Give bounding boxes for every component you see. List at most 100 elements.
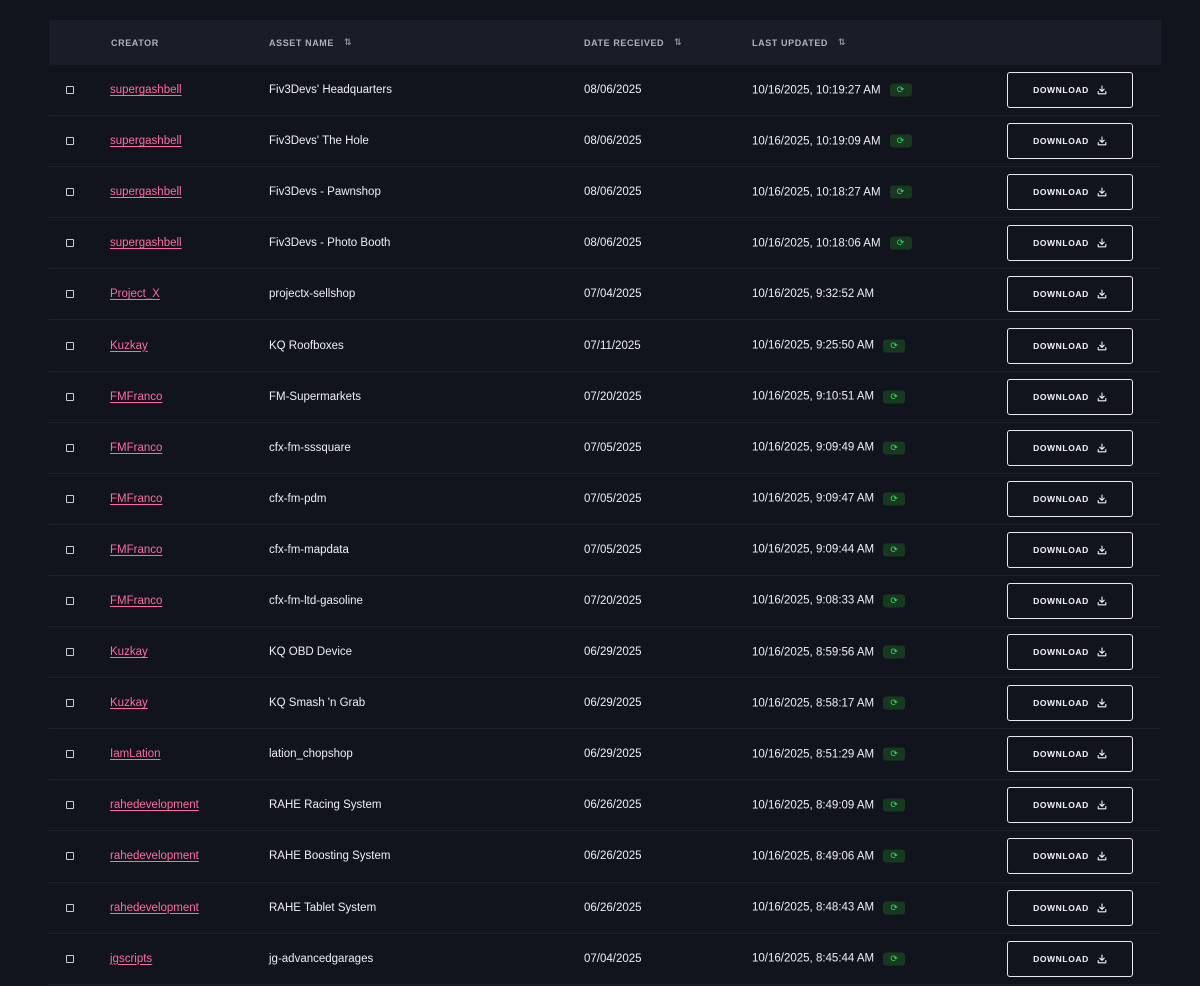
download-icon <box>1097 136 1107 146</box>
download-label: DOWNLOAD <box>1033 800 1089 811</box>
row-checkbox[interactable] <box>66 188 74 197</box>
download-button[interactable]: DOWNLOAD <box>1007 889 1133 926</box>
date-received: 07/11/2025 <box>584 339 641 352</box>
last-updated-text: 10/16/2025, 9:09:49 AM <box>752 441 875 454</box>
download-button[interactable]: DOWNLOAD <box>1007 123 1133 160</box>
download-button[interactable]: DOWNLOAD <box>1007 480 1133 517</box>
creator-link[interactable]: Kuzkay <box>110 697 148 710</box>
creator-link[interactable]: rahedevelopment <box>110 850 199 863</box>
row-checkbox[interactable] <box>66 392 74 401</box>
download-button[interactable]: DOWNLOAD <box>1007 531 1133 568</box>
download-label: DOWNLOAD <box>1033 442 1089 453</box>
table-row: Kuzkay KQ Roofboxes 07/11/2025 10/16/202… <box>49 320 1161 372</box>
row-checkbox[interactable] <box>66 852 74 861</box>
last-updated-text: 10/16/2025, 8:51:29 AM <box>752 748 875 761</box>
date-received: 06/29/2025 <box>584 646 642 659</box>
row-checkbox[interactable] <box>66 494 74 503</box>
download-button[interactable]: DOWNLOAD <box>1007 787 1133 824</box>
download-button[interactable]: DOWNLOAD <box>1007 940 1133 977</box>
date-received: 07/04/2025 <box>584 952 642 965</box>
download-button[interactable]: DOWNLOAD <box>1007 736 1133 773</box>
last-updated-text: 10/16/2025, 8:49:06 AM <box>752 850 875 863</box>
last-updated-text: 10/16/2025, 10:18:27 AM <box>752 186 881 199</box>
date-received: 08/06/2025 <box>584 135 642 148</box>
download-button[interactable]: DOWNLOAD <box>1007 378 1133 415</box>
creator-link[interactable]: FMFranco <box>110 594 163 607</box>
date-received: 07/05/2025 <box>584 492 642 505</box>
row-checkbox[interactable] <box>66 545 74 554</box>
refresh-icon: ⟳ <box>883 594 906 608</box>
asset-name: jg-advancedgarages <box>269 952 374 965</box>
row-checkbox[interactable] <box>66 903 74 912</box>
download-icon <box>1097 85 1107 95</box>
creator-link[interactable]: FMFranco <box>110 543 163 556</box>
row-checkbox[interactable] <box>66 290 74 299</box>
sort-icon[interactable]: ⇅ <box>674 37 681 47</box>
download-button[interactable]: DOWNLOAD <box>1007 582 1133 619</box>
download-button[interactable]: DOWNLOAD <box>1007 174 1133 211</box>
download-label: DOWNLOAD <box>1033 953 1089 964</box>
row-checkbox[interactable] <box>66 954 74 963</box>
last-updated-text: 10/16/2025, 9:10:51 AM <box>752 390 875 403</box>
download-button[interactable]: DOWNLOAD <box>1007 429 1133 466</box>
row-checkbox[interactable] <box>66 341 74 350</box>
row-checkbox[interactable] <box>66 86 74 95</box>
row-checkbox[interactable] <box>66 699 74 708</box>
download-icon <box>1097 238 1107 248</box>
creator-link[interactable]: FMFranco <box>110 441 163 454</box>
row-checkbox[interactable] <box>66 750 74 759</box>
download-icon <box>1097 902 1107 912</box>
last-updated: 10/16/2025, 8:45:44 AM ⟳ <box>752 952 906 966</box>
creator-link[interactable]: FMFranco <box>110 390 163 403</box>
download-button[interactable]: DOWNLOAD <box>1007 72 1133 109</box>
header-date-received[interactable]: DATE RECEIVED ⇅ <box>584 37 682 48</box>
row-checkbox[interactable] <box>66 801 74 810</box>
creator-link[interactable]: FMFranco <box>110 492 163 505</box>
header-last-updated[interactable]: LAST UPDATED ⇅ <box>752 37 845 48</box>
download-button[interactable]: DOWNLOAD <box>1007 838 1133 875</box>
creator-link[interactable]: supergashbell <box>110 186 182 199</box>
table-row: FMFranco cfx-fm-sssquare 07/05/2025 10/1… <box>49 423 1161 474</box>
table-body: supergashbell Fiv3Devs' Headquarters 08/… <box>49 65 1161 985</box>
asset-name: FM-Supermarkets <box>269 390 362 403</box>
download-button[interactable]: DOWNLOAD <box>1007 634 1133 671</box>
table-row: supergashbell Fiv3Devs' Headquarters 08/… <box>49 65 1161 117</box>
creator-link[interactable]: supergashbell <box>110 135 182 148</box>
last-updated-text: 10/16/2025, 10:18:06 AM <box>752 237 881 250</box>
download-icon <box>1097 340 1107 350</box>
download-icon <box>1097 698 1107 708</box>
refresh-icon: ⟳ <box>883 441 906 455</box>
creator-link[interactable]: rahedevelopment <box>110 901 199 914</box>
download-button[interactable]: DOWNLOAD <box>1007 685 1133 722</box>
refresh-icon: ⟳ <box>883 645 906 659</box>
last-updated: 10/16/2025, 9:09:44 AM ⟳ <box>752 543 906 557</box>
refresh-icon: ⟳ <box>883 849 906 863</box>
row-checkbox[interactable] <box>66 596 74 605</box>
download-button[interactable]: DOWNLOAD <box>1007 225 1133 262</box>
creator-link[interactable]: jgscripts <box>110 952 153 965</box>
row-checkbox[interactable] <box>66 443 74 452</box>
creator-link[interactable]: rahedevelopment <box>110 799 199 812</box>
header-asset-name[interactable]: ASSET NAME ⇅ <box>269 37 351 48</box>
creator-link[interactable]: Kuzkay <box>110 339 148 352</box>
row-checkbox[interactable] <box>66 137 74 146</box>
sort-icon[interactable]: ⇅ <box>344 37 351 47</box>
creator-link[interactable]: IamLation <box>110 748 161 761</box>
last-updated: 10/16/2025, 8:49:09 AM ⟳ <box>752 798 906 812</box>
last-updated-text: 10/16/2025, 9:32:52 AM <box>752 288 875 301</box>
creator-link[interactable]: supergashbell <box>110 84 182 97</box>
row-checkbox[interactable] <box>66 648 74 657</box>
download-button[interactable]: DOWNLOAD <box>1007 327 1133 364</box>
table-row: rahedevelopment RAHE Tablet System 06/26… <box>49 883 1161 934</box>
asset-name: KQ Smash 'n Grab <box>269 697 366 710</box>
creator-link[interactable]: Kuzkay <box>110 646 148 659</box>
asset-name: cfx-fm-mapdata <box>269 543 349 556</box>
date-received: 07/20/2025 <box>584 390 642 403</box>
sort-icon[interactable]: ⇅ <box>838 37 845 47</box>
creator-link[interactable]: supergashbell <box>110 237 182 250</box>
date-received: 08/06/2025 <box>584 186 642 199</box>
row-checkbox[interactable] <box>66 239 74 248</box>
table-row: supergashbell Fiv3Devs' The Hole 08/06/2… <box>49 116 1161 168</box>
download-button[interactable]: DOWNLOAD <box>1007 276 1133 313</box>
creator-link[interactable]: Project_X <box>110 288 160 301</box>
